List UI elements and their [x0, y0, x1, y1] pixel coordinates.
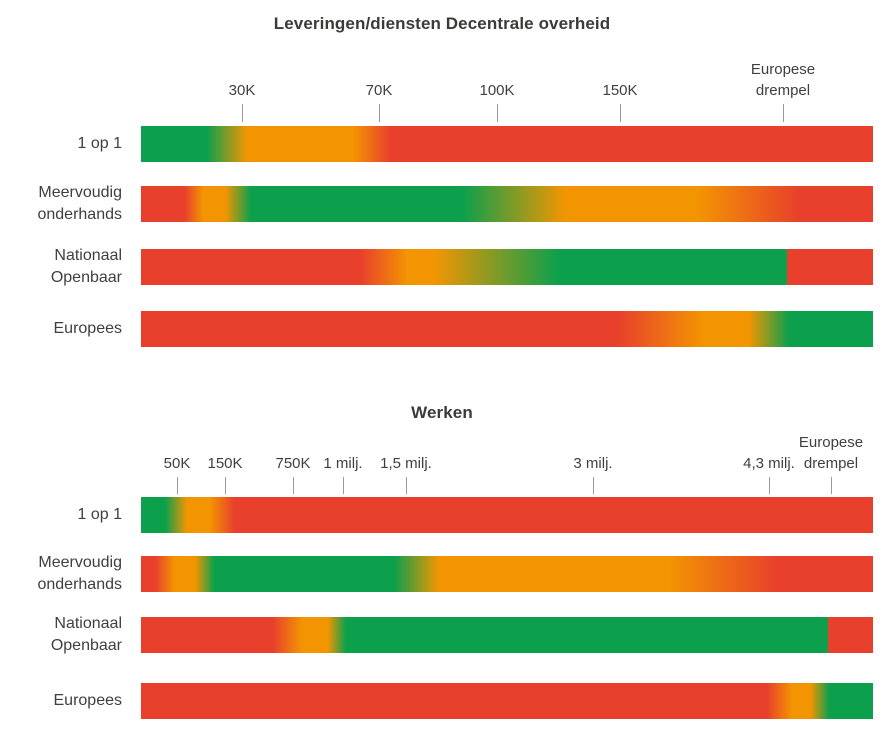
tick-label: Europese drempel [750, 61, 816, 99]
tick-label: 50K [163, 455, 191, 472]
tick-mark [406, 477, 407, 494]
tick-mark [225, 477, 226, 494]
tick-label: 3 milj. [573, 455, 613, 472]
tick-mark [379, 104, 380, 122]
tick-mark [783, 104, 784, 122]
tick-label: 750K [275, 455, 311, 472]
row-label: Meervoudig onderhands [37, 184, 122, 223]
threshold-bar [141, 249, 873, 285]
row-label: Europees [53, 692, 123, 709]
threshold-bar [141, 126, 873, 162]
tick-label: 1 milj. [323, 455, 363, 472]
row-label: Nationaal Openbaar [50, 615, 122, 654]
row-label: Meervoudig onderhands [37, 554, 122, 593]
tick-label: 4,3 milj. [743, 455, 795, 472]
tick-label: 150K [602, 82, 638, 99]
threshold-bar [141, 617, 873, 653]
row-label: Europees [53, 320, 123, 337]
tick-label: 1,5 milj. [380, 455, 432, 472]
chart-title: Werken [411, 403, 473, 422]
threshold-bar [141, 683, 873, 719]
tick-mark [831, 477, 832, 494]
tick-mark [177, 477, 178, 494]
row-label: 1 op 1 [77, 135, 122, 152]
tick-mark [769, 477, 770, 494]
tick-mark [293, 477, 294, 494]
tick-label: 70K [365, 82, 393, 99]
tick-label: 100K [479, 82, 515, 99]
tick-mark [242, 104, 243, 122]
row-label: 1 op 1 [77, 506, 122, 523]
tick-label: 30K [228, 82, 256, 99]
tick-mark [620, 104, 621, 122]
tick-label: 150K [207, 455, 243, 472]
threshold-bar [141, 311, 873, 347]
tick-mark [593, 477, 594, 494]
threshold-bar [141, 186, 873, 222]
chart-title: Leveringen/diensten Decentrale overheid [273, 14, 611, 33]
tick-label: Europese drempel [798, 434, 864, 472]
tick-mark [497, 104, 498, 122]
threshold-bar [141, 497, 873, 533]
tick-mark [343, 477, 344, 494]
row-label: Nationaal Openbaar [50, 247, 122, 286]
threshold-bar [141, 556, 873, 592]
